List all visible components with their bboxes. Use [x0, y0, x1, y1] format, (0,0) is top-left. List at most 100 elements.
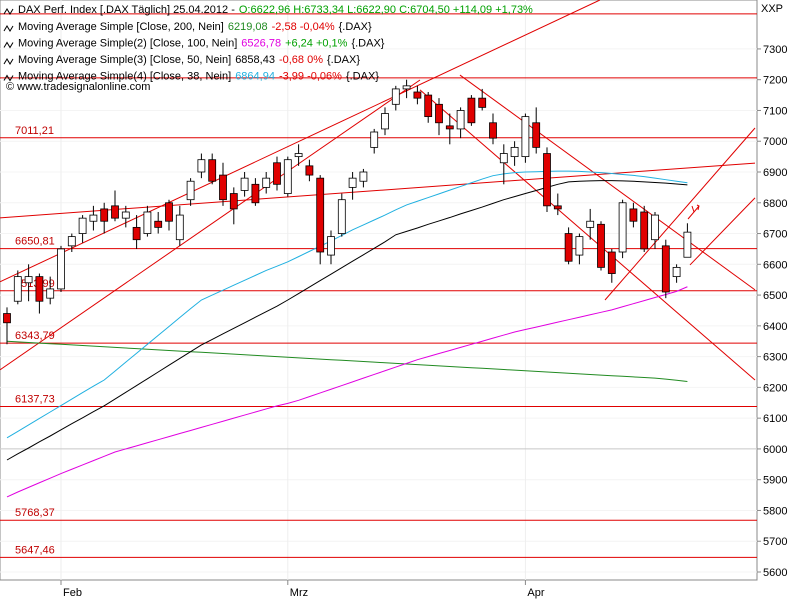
- trend-line: [604, 127, 756, 301]
- y-tick-label: 5800: [763, 505, 787, 517]
- legend-suffix: {.DAX}: [351, 38, 384, 50]
- candle-body: [510, 146, 519, 158]
- legend-change: -0,68 0%: [279, 54, 323, 66]
- candle-body: [489, 122, 497, 139]
- moving-average-line: [6, 286, 688, 498]
- axis-label: XXP: [761, 3, 783, 15]
- line-icon: [3, 41, 14, 49]
- candle-body: [89, 214, 98, 222]
- legend-change: -3,99 -0,06%: [279, 71, 342, 83]
- candle-body: [370, 131, 379, 148]
- candle-body: [499, 153, 508, 164]
- line-icon: [3, 74, 14, 82]
- level-label: 6137,73: [15, 394, 55, 406]
- candle-body: [143, 211, 152, 234]
- y-tick-label: 5900: [763, 475, 787, 487]
- candle-body: [111, 205, 119, 219]
- legend-change: -2,58 -0,04%: [272, 21, 335, 33]
- candle-body: [121, 211, 130, 219]
- candle-body: [219, 174, 227, 201]
- watermark: © www.tradesignalonline.com: [6, 81, 150, 93]
- candle-body: [564, 233, 573, 262]
- candle-body: [661, 245, 670, 293]
- candle-body: [229, 193, 238, 210]
- line-icon: [3, 58, 14, 65]
- candle-body: [24, 276, 33, 284]
- candle-body: [78, 217, 87, 234]
- y-tick-label: 7300: [763, 44, 787, 56]
- plot: 7011,216650,816513,996343,796137,735768,…: [0, 0, 757, 580]
- candle-body: [391, 88, 400, 105]
- candle-body: [467, 97, 476, 124]
- y-tick-label: 6600: [763, 259, 787, 271]
- candle-body: [402, 85, 411, 90]
- x-tick-label: Feb: [63, 587, 82, 599]
- candle-body: [305, 165, 314, 176]
- trend-line: [0, 79, 421, 371]
- line-icon: [3, 25, 14, 32]
- moving-average-line: [6, 340, 688, 383]
- candle-body: [478, 97, 487, 108]
- legend-value: 6864,94: [235, 71, 275, 83]
- trend-line: [419, 89, 756, 381]
- y-tick-label: 6500: [763, 290, 787, 302]
- y-tick-label: 5700: [763, 536, 787, 548]
- legend-name: Moving Average Simple(3) [Close, 50, Nei…: [18, 54, 231, 66]
- trend-line: [0, 0, 601, 283]
- candle-body: [672, 266, 681, 278]
- title: DAX Perf. Index [.DAX Täglich] 25.04.201…: [18, 4, 235, 16]
- candle-body: [208, 159, 217, 182]
- candle-body: [186, 180, 195, 201]
- candle-body: [629, 208, 638, 222]
- candle-body: [640, 211, 649, 250]
- candle-body: [413, 91, 422, 99]
- legend-suffix: {.DAX}: [346, 71, 379, 83]
- candle-body: [262, 177, 271, 188]
- moving-average-line: [6, 180, 688, 461]
- header-line: DAX Perf. Index [.DAX Täglich] 25.04.201…: [18, 4, 533, 16]
- candle-body: [251, 183, 260, 204]
- y-tick-label: 5600: [763, 567, 787, 579]
- candle-body: [132, 226, 141, 241]
- arrow-icon: [687, 204, 700, 220]
- legend-value: 6526,78: [241, 38, 281, 50]
- candle-body: [381, 113, 389, 130]
- legend-suffix: {.DAX}: [339, 21, 372, 33]
- candle-body: [445, 125, 454, 130]
- level-label: 6650,81: [15, 236, 55, 248]
- y-tick-label: 6100: [763, 413, 787, 425]
- candle-body: [100, 208, 109, 222]
- candle-body: [575, 236, 584, 256]
- candle-body: [57, 248, 65, 290]
- x-tick-label: Apr: [527, 587, 544, 599]
- candle-body: [175, 214, 184, 241]
- x-tick-label: Mrz: [290, 587, 308, 599]
- y-tick-label: 7200: [763, 75, 787, 87]
- y-tick-label: 6700: [763, 229, 787, 241]
- legend-entry: Moving Average Simple [Close, 200, Nein]…: [18, 21, 372, 33]
- candle-body: [683, 231, 692, 258]
- y-tick-label: 6800: [763, 198, 787, 210]
- y-tick-label: 7000: [763, 136, 787, 148]
- legend: DAX Perf. Index [.DAX Täglich] 25.04.201…: [3, 4, 533, 93]
- level-label: 7011,21: [15, 125, 54, 137]
- trend-line: [459, 74, 756, 291]
- candle-body: [607, 251, 616, 274]
- candle-body: [327, 236, 335, 256]
- candle-body: [3, 313, 11, 324]
- candle-body: [316, 177, 325, 253]
- candle-body: [13, 276, 22, 302]
- candle-body: [348, 177, 357, 188]
- candle-body: [294, 153, 303, 158]
- legend-name: Moving Average Simple [Close, 200, Nein]: [18, 21, 224, 33]
- level-label: 5768,37: [15, 507, 55, 519]
- candle-body: [435, 103, 443, 124]
- candle-body: [46, 288, 55, 299]
- legend-value: 6219,08: [228, 21, 268, 33]
- y-tick-label: 6200: [763, 382, 787, 394]
- candle-body: [154, 220, 163, 228]
- legend-name: Moving Average Simple(4) [Close, 38, Nei…: [18, 71, 231, 83]
- candle-body: [651, 214, 659, 241]
- candle-body: [521, 116, 530, 158]
